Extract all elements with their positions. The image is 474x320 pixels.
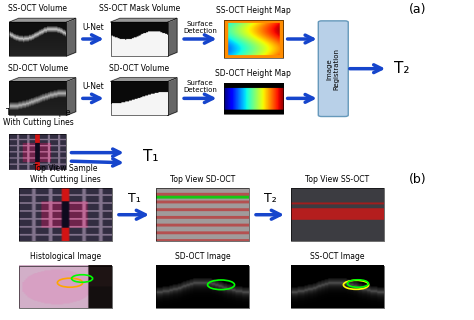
Text: T₂: T₂ bbox=[394, 61, 410, 76]
Bar bbox=[19, 188, 112, 241]
Text: Top View SS-OCT: Top View SS-OCT bbox=[305, 175, 370, 184]
Text: T₁: T₁ bbox=[128, 192, 140, 205]
Text: (b): (b) bbox=[409, 172, 427, 186]
Text: SD-OCT Height Map: SD-OCT Height Map bbox=[215, 69, 291, 78]
Bar bbox=[9, 81, 66, 115]
Text: Top View Sample
With Cutting Lines: Top View Sample With Cutting Lines bbox=[2, 108, 73, 127]
Text: Image
Registration: Image Registration bbox=[327, 48, 340, 90]
Polygon shape bbox=[168, 78, 177, 115]
Polygon shape bbox=[168, 18, 177, 56]
Text: U-Net: U-Net bbox=[82, 82, 104, 91]
Polygon shape bbox=[66, 78, 76, 115]
Text: SS-OCT Height Map: SS-OCT Height Map bbox=[216, 6, 291, 15]
Polygon shape bbox=[111, 18, 177, 22]
Bar bbox=[291, 188, 384, 241]
Text: T₂: T₂ bbox=[264, 192, 276, 205]
Polygon shape bbox=[66, 18, 76, 56]
Bar bbox=[19, 266, 112, 308]
Text: SD-OCT Volume: SD-OCT Volume bbox=[8, 64, 68, 73]
Bar bbox=[111, 22, 168, 56]
Polygon shape bbox=[9, 78, 76, 81]
Text: SS-OCT Mask Volume: SS-OCT Mask Volume bbox=[99, 4, 180, 13]
Text: Top View SD-OCT: Top View SD-OCT bbox=[170, 175, 235, 184]
Bar bbox=[291, 266, 384, 308]
Text: (a): (a) bbox=[409, 4, 427, 16]
Text: Surface
Detection: Surface Detection bbox=[183, 20, 217, 34]
Text: T₁: T₁ bbox=[144, 148, 159, 164]
Bar bbox=[224, 83, 283, 114]
Polygon shape bbox=[111, 78, 177, 81]
Text: Top View Sample
With Cutting Lines: Top View Sample With Cutting Lines bbox=[30, 164, 101, 184]
Text: SD-OCT Image: SD-OCT Image bbox=[175, 252, 230, 261]
Text: Surface
Detection: Surface Detection bbox=[183, 80, 217, 93]
Bar bbox=[156, 188, 249, 241]
Polygon shape bbox=[9, 18, 76, 22]
Bar bbox=[224, 20, 283, 58]
Bar bbox=[156, 266, 249, 308]
FancyBboxPatch shape bbox=[319, 21, 348, 116]
Bar bbox=[9, 134, 66, 171]
Bar bbox=[9, 22, 66, 56]
Text: SS-OCT Volume: SS-OCT Volume bbox=[9, 4, 67, 13]
Text: U-Net: U-Net bbox=[82, 23, 104, 32]
Bar bbox=[111, 81, 168, 115]
Text: SD-OCT Volume: SD-OCT Volume bbox=[109, 64, 169, 73]
Text: SS-OCT Image: SS-OCT Image bbox=[310, 252, 365, 261]
Text: Histological Image: Histological Image bbox=[30, 252, 101, 261]
